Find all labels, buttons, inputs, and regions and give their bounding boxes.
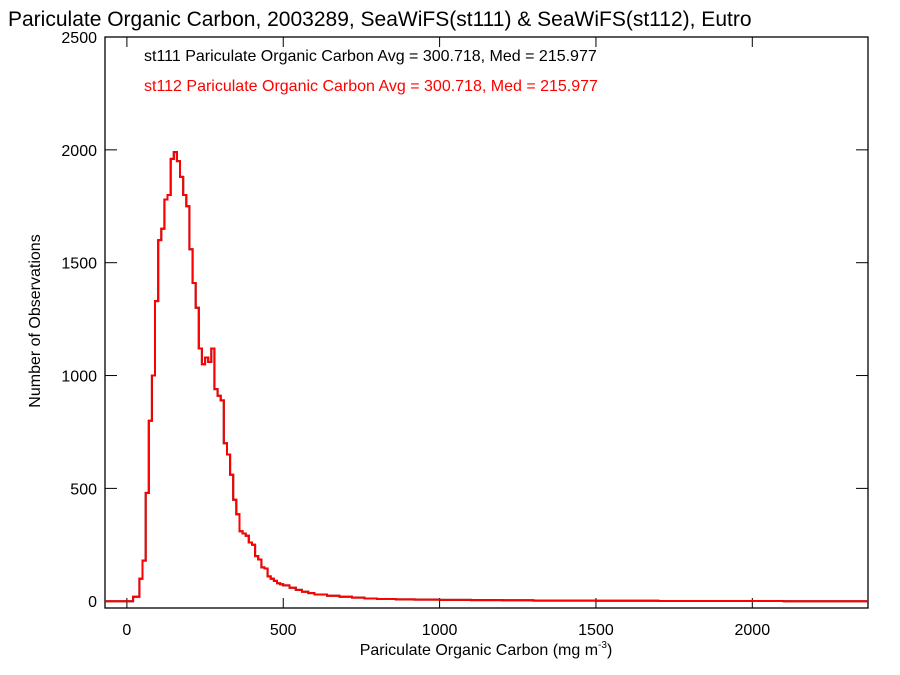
- x-axis: 0 500 1000 1500 2000: [122, 37, 770, 639]
- y-tick-label: 1000: [61, 369, 97, 386]
- y-tick-label: 500: [70, 481, 97, 498]
- x-axis-label-close: ): [607, 642, 612, 659]
- y-tick-label: 2000: [61, 143, 97, 160]
- y-axis-label: Number of Observations: [27, 234, 44, 407]
- x-tick-label: 1500: [578, 622, 614, 639]
- plot-frame: [104, 36, 869, 609]
- y-tick-label: 1500: [61, 256, 97, 273]
- x-axis-label-main: Pariculate Organic Carbon (mg m: [360, 642, 598, 659]
- x-tick-label: 500: [270, 622, 297, 639]
- x-tick-label: 2000: [735, 622, 771, 639]
- series-line-st111: [105, 151, 868, 603]
- y-axis: 0 500 1000 1500 2000 2500: [61, 30, 868, 611]
- x-axis-label: Pariculate Organic Carbon (mg m-3): [360, 640, 613, 659]
- y-tick-label: 0: [88, 594, 97, 611]
- legend-entry-st111: st111 Pariculate Organic Carbon Avg = 30…: [144, 48, 597, 65]
- series-layer: [105, 151, 868, 603]
- y-tick-label: 2500: [61, 30, 97, 47]
- x-tick-label: 0: [122, 622, 131, 639]
- x-axis-label-sup: -3: [598, 640, 607, 651]
- legend-entry-st112: st112 Pariculate Organic Carbon Avg = 30…: [144, 78, 598, 95]
- x-tick-label: 1000: [422, 622, 458, 639]
- series-line-st112: [105, 151, 868, 603]
- chart-title: Pariculate Organic Carbon, 2003289, SeaW…: [8, 8, 752, 31]
